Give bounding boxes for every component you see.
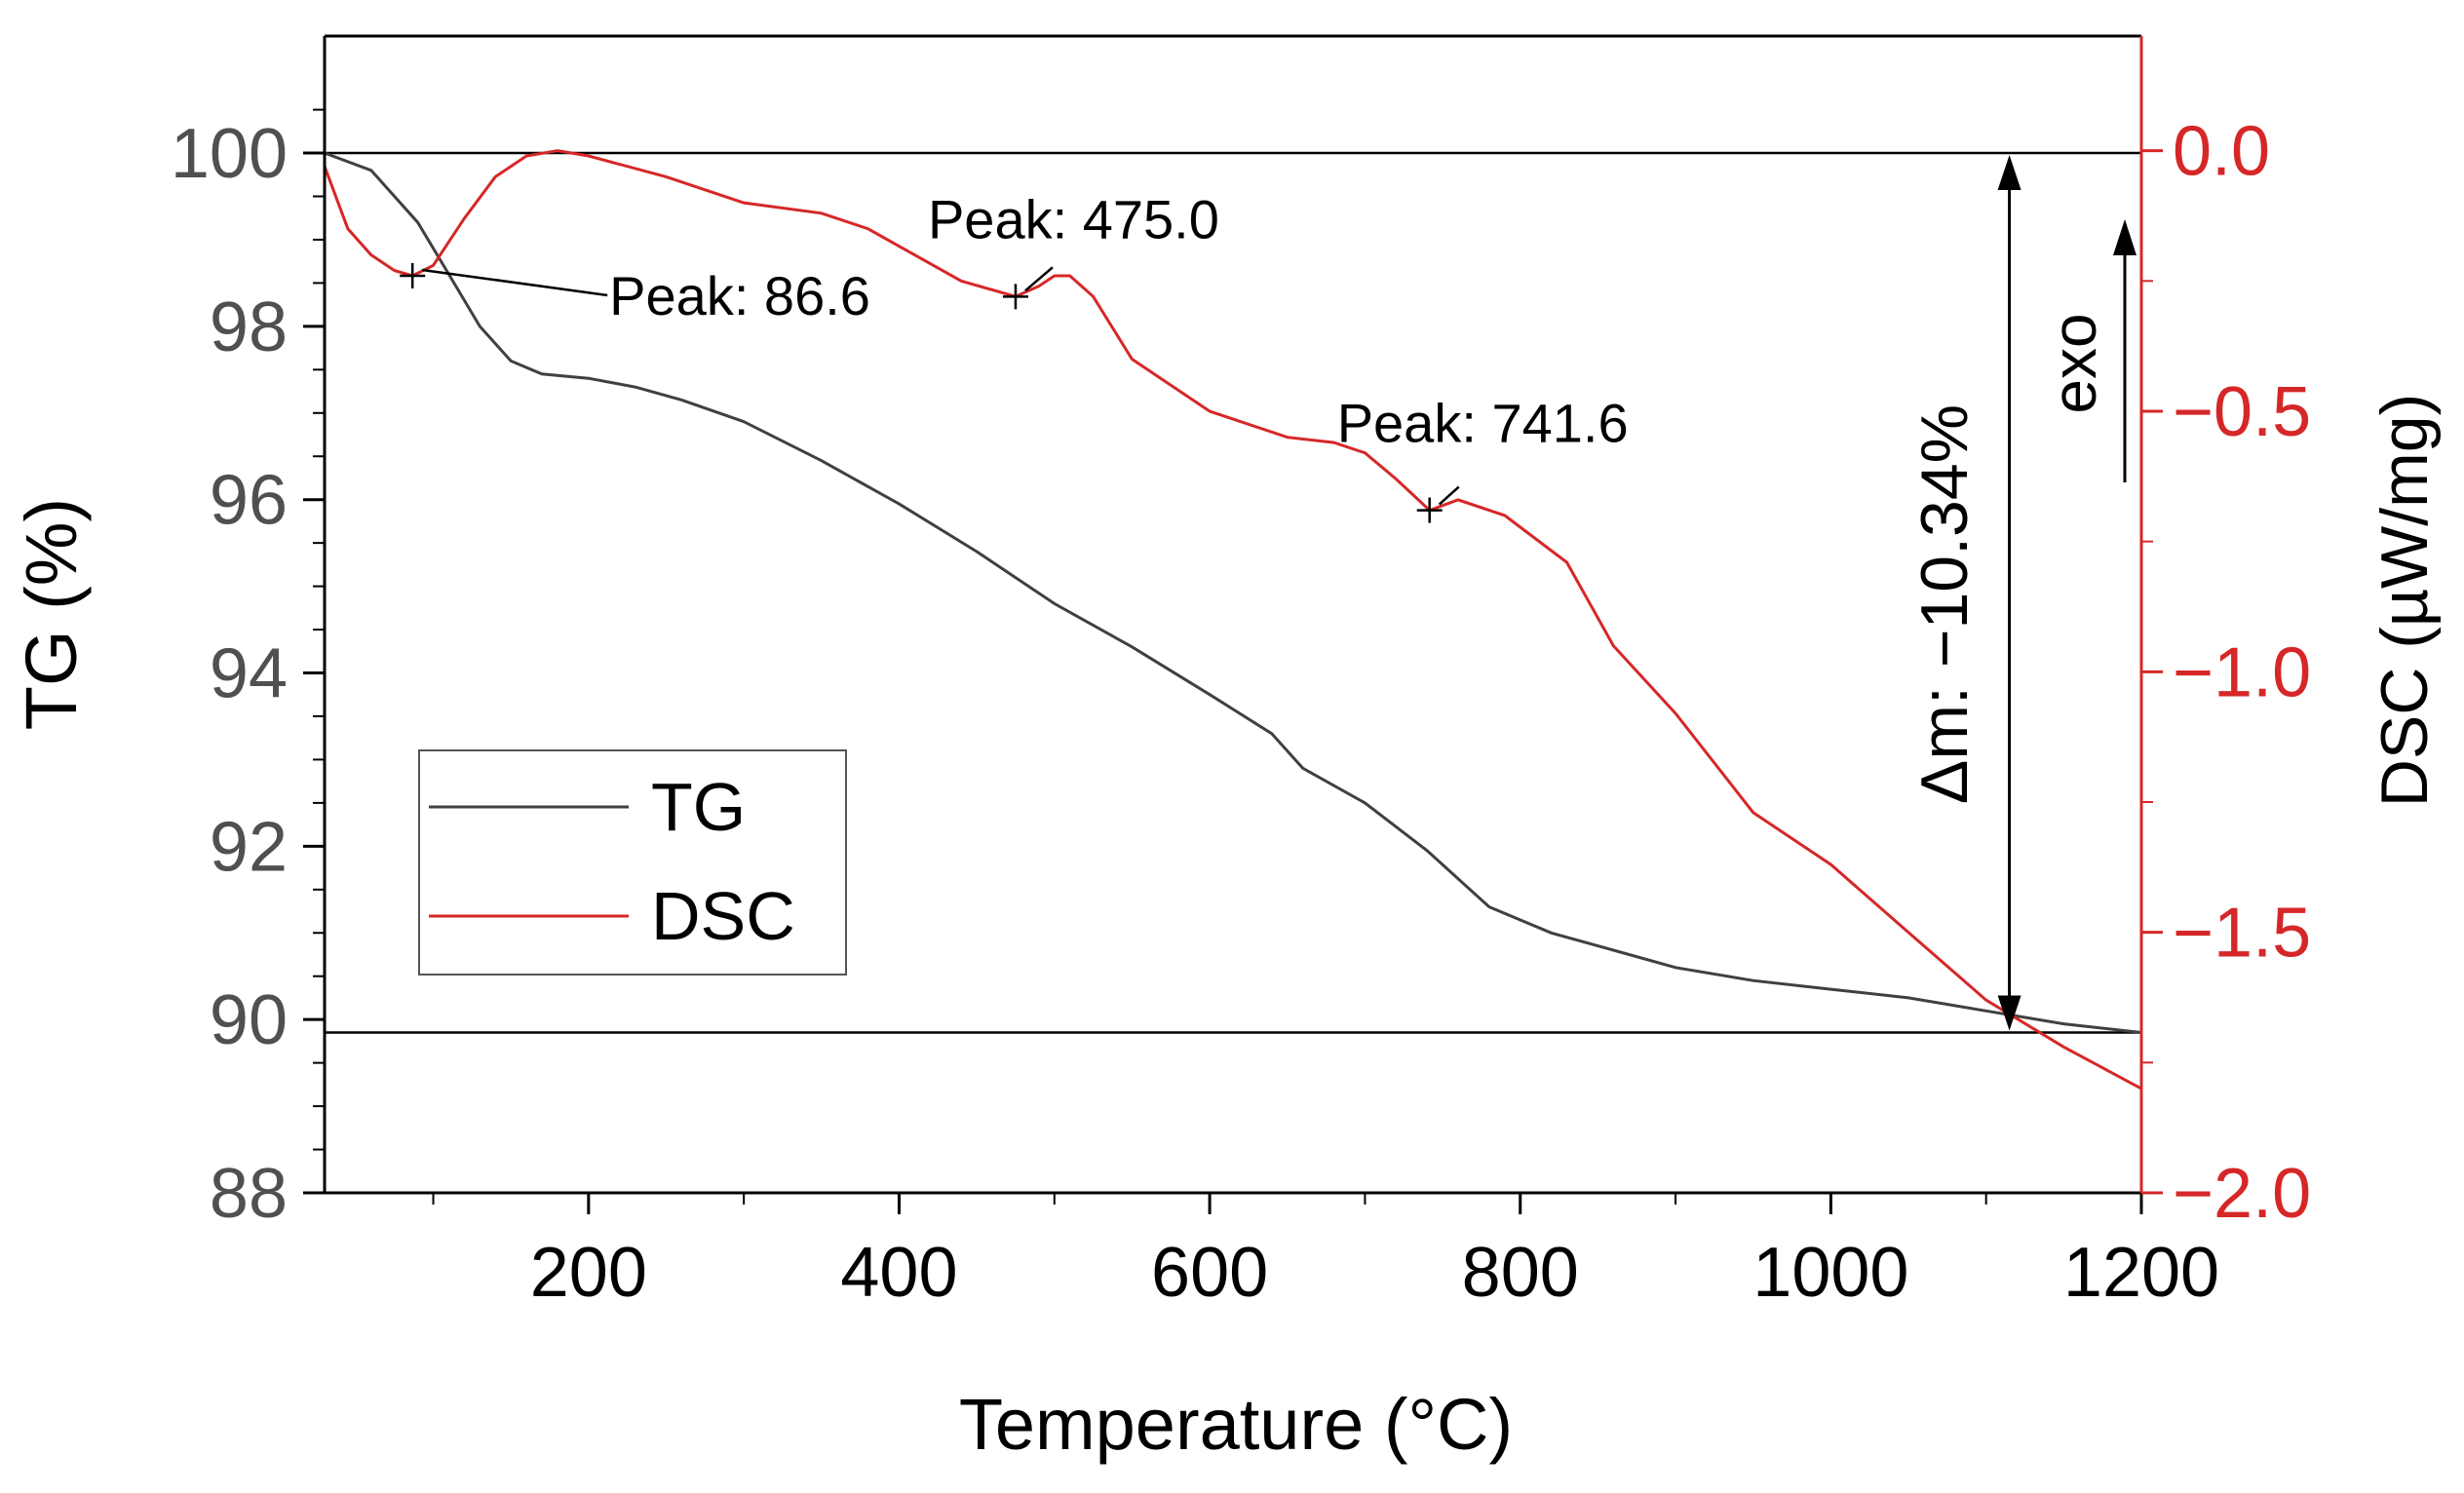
x-tick-label: 600 — [1151, 1234, 1268, 1312]
mass-change-arrowhead-bottom — [1997, 995, 2021, 1031]
y-right-tick-label: −0.5 — [2173, 373, 2311, 451]
mass-change-annotation: Δm: −10.34% — [1907, 155, 2021, 1031]
legend-label-dsc: DSC — [651, 878, 795, 954]
mass-change-label: Δm: −10.34% — [1907, 404, 1982, 804]
peak-label: Peak: 475.0 — [928, 188, 1219, 249]
y-left-tick-label: 100 — [171, 115, 288, 193]
x-tick-label: 400 — [840, 1234, 957, 1312]
exo-arrowhead — [2113, 219, 2137, 255]
y-left-tick-label: 88 — [210, 1155, 288, 1233]
peak-leader-line — [1024, 266, 1054, 292]
y-left-tick-label: 94 — [210, 635, 288, 713]
legend: TG DSC — [418, 749, 847, 976]
y-left-tick-label: 98 — [210, 288, 288, 366]
x-tick-label: 1000 — [1752, 1234, 1908, 1312]
y-left-axis-title: TG (%) — [11, 498, 92, 730]
peak-leader-line — [422, 268, 608, 297]
peak-leader-line — [1438, 485, 1460, 506]
peak-label: Peak: 86.6 — [609, 265, 870, 326]
x-tick-label: 1200 — [2063, 1234, 2219, 1312]
series-line-dsc — [323, 149, 2142, 1091]
reference-lines — [325, 151, 2141, 1034]
axis-ticks: 200 400 600 800 1000 1200 88 90 92 94 96 98 100 0.0 −0… — [171, 108, 2311, 1312]
x-tick-label: 800 — [1462, 1234, 1579, 1312]
y-left-tick-label: 96 — [210, 462, 288, 540]
y-left-tick-label: 90 — [210, 981, 288, 1059]
y-right-tick-label: −1.0 — [2173, 633, 2311, 711]
mass-change-arrowhead-top — [1997, 155, 2021, 191]
exo-annotation: exo — [2039, 219, 2137, 482]
legend-box — [418, 749, 847, 976]
x-axis-title: Temperature (°C) — [959, 1384, 1513, 1465]
y-left-tick-label: 92 — [210, 808, 288, 886]
peak-annotations: Peak: 86.6 Peak: 475.0 Peak: 741.6 — [400, 188, 1629, 523]
x-tick-label: 200 — [530, 1234, 647, 1312]
legend-label-tg: TG — [651, 769, 746, 845]
y-right-tick-label: −1.5 — [2173, 895, 2311, 973]
y-right-tick-label: −2.0 — [2173, 1155, 2311, 1233]
series-line-tg — [324, 151, 2142, 1034]
y-right-tick-label: 0.0 — [2173, 113, 2270, 191]
exo-label: exo — [2039, 313, 2109, 413]
y-right-axis-title: DSC (µW/mg) — [2368, 394, 2442, 807]
peak-label: Peak: 741.6 — [1337, 393, 1629, 454]
